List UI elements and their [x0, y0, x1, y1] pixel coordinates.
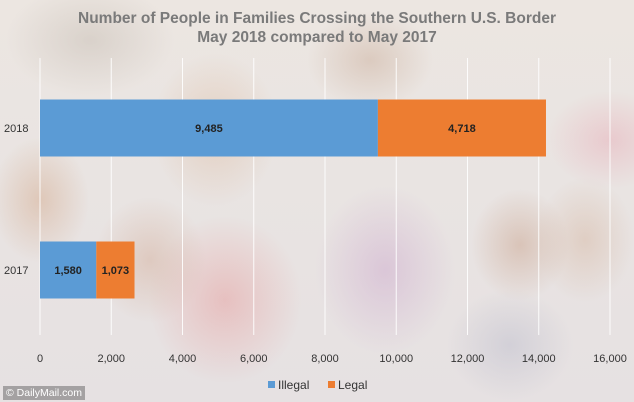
legend: Illegal Legal: [268, 378, 367, 392]
x-tick-label: 14,000: [522, 353, 556, 365]
x-tick-label: 2,000: [97, 353, 125, 365]
legend-label: Illegal: [278, 378, 309, 392]
x-tick-label: 6,000: [240, 353, 268, 365]
x-tick-label: 4,000: [169, 353, 197, 365]
bar-segment-illegal: [40, 99, 378, 157]
watermark-credit: © DailyMail.com: [3, 386, 85, 400]
legend-label: Legal: [338, 378, 367, 392]
bars: 9,485 4,718 1,580 1,073: [40, 99, 546, 299]
legend-swatch-legal: [328, 381, 335, 388]
chart-subtitle: May 2018 compared to May 2017: [197, 29, 437, 46]
x-axis-ticks: 0 2,000 4,000 6,000 8,000 10,000 12,000 14,000 1…: [37, 353, 627, 365]
bar-segment-legal: [96, 241, 135, 299]
bar-segment-illegal: [40, 241, 97, 299]
x-tick-label: 10,000: [379, 353, 413, 365]
chart-title: Number of People in Families Crossing th…: [78, 10, 556, 27]
bar-value-label: 1,073: [102, 265, 130, 277]
x-tick-label: 8,000: [311, 353, 339, 365]
bar-value-label: 9,485: [195, 123, 223, 135]
bar-value-label: 4,718: [448, 123, 476, 135]
category-label: 2018: [4, 123, 28, 135]
y-axis-categories: 2018 2017: [4, 123, 28, 277]
legend-swatch-illegal: [268, 381, 275, 388]
category-label: 2017: [4, 265, 28, 277]
x-tick-label: 0: [37, 353, 43, 365]
x-tick-label: 12,000: [451, 353, 485, 365]
bar-segment-legal: [377, 99, 546, 157]
bar-value-label: 1,580: [54, 265, 82, 277]
x-tick-label: 16,000: [593, 353, 627, 365]
